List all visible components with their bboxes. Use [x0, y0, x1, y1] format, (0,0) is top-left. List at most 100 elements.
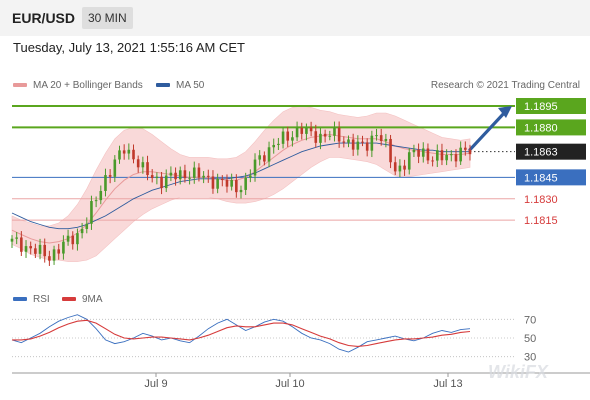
time-tick-label: Jul 10 — [275, 378, 304, 390]
ma20-swatch — [13, 83, 27, 88]
candle-body — [230, 180, 233, 187]
candle-body — [459, 147, 462, 162]
candle-body — [15, 237, 18, 239]
candle-body — [216, 178, 219, 189]
candle-body — [333, 127, 336, 136]
candle-body — [407, 152, 411, 170]
candle-body — [71, 235, 75, 245]
resistance-label: 1.1880 — [524, 122, 558, 134]
candle-body — [202, 175, 205, 178]
candle-body — [48, 256, 51, 261]
candle-body — [141, 162, 145, 168]
candle-body — [10, 238, 14, 242]
candle-body — [403, 165, 406, 170]
forecast-arrow-head — [498, 106, 512, 118]
time-tick-label: Jul 13 — [433, 378, 462, 390]
copyright-label: Research © 2021 Trading Central — [430, 80, 580, 91]
ma20-label: MA 20 + Bollinger Bands — [33, 80, 143, 91]
candle-body — [277, 143, 280, 145]
watermark: WikiFX — [488, 362, 549, 382]
candle-body — [38, 244, 42, 254]
current-price-label: 1.1863 — [524, 147, 558, 159]
candle-body — [122, 150, 126, 154]
candle-body — [57, 249, 61, 254]
candle-body — [412, 149, 416, 153]
candle-body — [146, 162, 149, 176]
candle-body — [183, 170, 187, 179]
time-tick-label: Jul 9 — [144, 378, 167, 390]
candle-body — [309, 127, 313, 132]
candle-body — [221, 178, 224, 181]
support-label: 1.1830 — [524, 194, 558, 206]
candle-body — [34, 248, 37, 254]
candle-body — [118, 150, 121, 160]
candle-body — [24, 246, 28, 252]
candle-body — [258, 155, 261, 160]
candle-body — [347, 139, 350, 143]
candle-body — [188, 177, 191, 179]
top-bar: EUR/USD 30 MIN — [0, 0, 590, 36]
candle-body — [174, 172, 177, 180]
candle-body — [29, 246, 32, 249]
candle-body — [104, 175, 107, 191]
candle-body — [384, 138, 388, 141]
candle-body — [305, 127, 308, 134]
candle-body — [393, 162, 397, 172]
candle-body — [417, 149, 420, 157]
candle-body — [239, 189, 243, 193]
support-label: 1.1815 — [524, 215, 558, 227]
candle-body — [435, 150, 439, 161]
candle-body — [178, 170, 182, 180]
symbol-title: EUR/USD — [12, 10, 76, 26]
candle-body — [361, 141, 364, 143]
candle-body — [267, 147, 271, 162]
ma9-swatch — [62, 297, 76, 302]
candle-body — [468, 149, 472, 155]
rsi-ma9-line — [12, 319, 471, 347]
candle-body — [94, 200, 98, 202]
candle-body — [421, 148, 425, 157]
candle-body — [328, 135, 332, 137]
candle-body — [90, 201, 93, 224]
bollinger-band — [11, 105, 471, 262]
candle-body — [43, 244, 47, 257]
candle-body — [319, 133, 322, 143]
rsi-line — [11, 314, 471, 353]
candle-body — [192, 167, 196, 178]
candle-body — [263, 155, 266, 162]
candle-body — [85, 223, 89, 229]
candle-body — [314, 131, 318, 143]
legend-rsi: RSI — [13, 294, 50, 305]
resistance-tag — [516, 98, 586, 114]
candle-body — [426, 148, 430, 161]
candle-body — [62, 241, 65, 254]
candle-body — [164, 175, 168, 189]
timestamp: Tuesday, July 13, 2021 1:55:16 AM CET — [13, 40, 245, 55]
ma20-line — [11, 133, 471, 244]
candle-body — [356, 141, 360, 150]
candle-body — [281, 131, 285, 144]
pivot-label: 1.1845 — [524, 172, 558, 184]
candle-body — [370, 135, 374, 151]
candle-body — [398, 165, 402, 172]
rsi-swatch — [13, 297, 27, 302]
candle-body — [389, 138, 392, 163]
candle-body — [379, 135, 383, 141]
candle-body — [169, 172, 173, 176]
candle-body — [450, 154, 453, 156]
timeframe-button[interactable]: 30 MIN — [82, 7, 133, 29]
candle-body — [295, 127, 299, 138]
candle-body — [445, 154, 448, 161]
rsi-tick-label: 50 — [524, 333, 536, 345]
candle-body — [323, 133, 327, 137]
current-price-tag — [516, 143, 586, 160]
forecast-arrow — [468, 109, 508, 152]
rsi-tick-label: 70 — [524, 314, 536, 326]
legend-ma20: MA 20 + Bollinger Bands — [13, 80, 143, 91]
candle-body — [113, 159, 117, 177]
candle-body — [206, 175, 210, 177]
rsi-label: RSI — [33, 294, 50, 305]
candle-body — [351, 139, 355, 150]
candle-body — [244, 177, 247, 190]
